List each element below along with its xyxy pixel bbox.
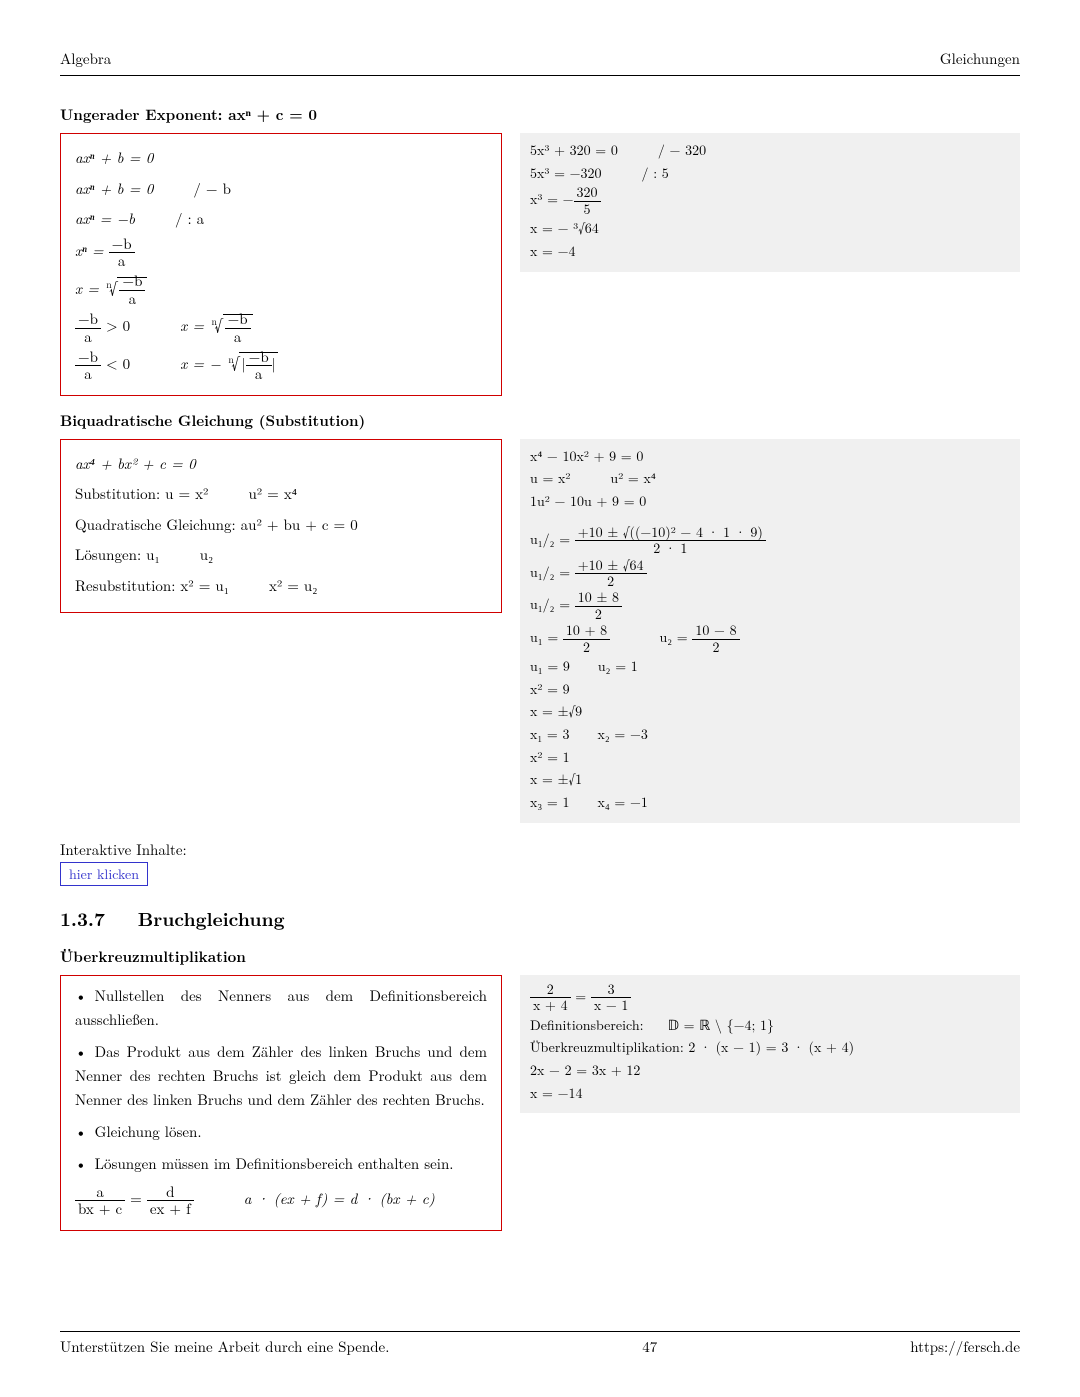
- text: < 0: [106, 353, 130, 374]
- text: x₄ = −1: [598, 792, 648, 812]
- text: u₁/₂ =: [530, 594, 570, 614]
- page-header: Algebra Gleichungen: [60, 48, 1020, 76]
- text: a · (ex + f) = d · (bx + c): [244, 1188, 435, 1209]
- interactive-block: Interaktive Inhalte: hier klicken: [60, 839, 1020, 886]
- page-footer: Unterstützen Sie meine Arbeit durch eine…: [60, 1331, 1020, 1357]
- text: x = −14: [530, 1083, 1010, 1105]
- text: ex + f: [147, 1201, 194, 1218]
- text: u₂ = 1: [598, 656, 638, 676]
- text: Substitution: u = x²: [75, 483, 208, 504]
- text: a: [75, 329, 101, 346]
- sec3-example: 2x + 4 = 3x − 1 Definitionsbereich:𝔻 = ℝ…: [520, 975, 1020, 1114]
- text: x² = 1: [530, 747, 1010, 769]
- text: 5: [574, 202, 601, 217]
- text: a: [109, 253, 135, 270]
- sec3-formula-box: Nullstellen des Nenners aus dem Definiti…: [60, 975, 502, 1231]
- text: 1u² − 10u + 9 = 0: [530, 491, 1010, 513]
- text: x⁴ − 10x² + 9 = 0: [530, 446, 1010, 468]
- text: x + 4: [530, 998, 571, 1013]
- text: a: [225, 329, 251, 346]
- footer-url[interactable]: https://fersch.de: [910, 1336, 1020, 1357]
- text: n: [211, 314, 216, 328]
- interactive-label: Interaktive Inhalte:: [60, 839, 1020, 860]
- text: axⁿ + b = 0: [75, 178, 153, 199]
- sec3-num: 1.3.7: [60, 904, 105, 932]
- text: Lösungen: u₁: [75, 544, 160, 565]
- text: xⁿ =: [75, 240, 104, 261]
- text: 2: [563, 640, 610, 655]
- text: Quadratische Gleichung: au² + bu + c = 0: [75, 511, 487, 540]
- text: Resubstitution: x² = u₁: [75, 575, 229, 596]
- text: x = −4: [530, 241, 1010, 263]
- sec1-formula-box: axⁿ + b = 0 axⁿ + b = 0 / − b axⁿ = −b / :…: [60, 133, 502, 396]
- text: x = −: [180, 353, 221, 374]
- text: / : a: [175, 208, 204, 229]
- bullet: Das Produkt aus dem Zähler des linken Br…: [75, 1040, 487, 1112]
- text: / : 5: [642, 163, 669, 183]
- interactive-link[interactable]: hier klicken: [60, 862, 148, 886]
- text: x = ±√9: [530, 701, 1010, 723]
- text: u₁ = 9: [530, 656, 570, 676]
- text: a: [119, 291, 145, 308]
- sec2-example: x⁴ − 10x² + 9 = 0 u = x² u² = x⁴ 1u² − 10…: [520, 439, 1020, 823]
- sec3-sub: Überkreuzmultiplikation: [60, 946, 1020, 967]
- footer-left[interactable]: Unterstützen Sie meine Arbeit durch eine…: [60, 1336, 389, 1357]
- text: u₁ =: [530, 627, 558, 647]
- sec2-title: Biquadratische Gleichung (Substitution): [60, 410, 1020, 431]
- text: axⁿ + b = 0: [75, 147, 153, 168]
- text: u² = x⁴: [248, 483, 297, 504]
- text: 𝔻 = ℝ \ {−4; 1}: [668, 1015, 775, 1035]
- text: u² = x⁴: [610, 468, 655, 488]
- sec1-title: Ungerader Exponent: axⁿ + c = 0: [60, 104, 1020, 125]
- text: u₁/₂ =: [530, 562, 570, 582]
- footer-page: 47: [642, 1336, 657, 1357]
- bullet: Nullstellen des Nenners aus dem Definiti…: [75, 984, 487, 1032]
- text: n: [228, 352, 233, 366]
- sec3-heading: 1.3.7 Bruchgleichung: [60, 904, 1020, 932]
- text: ax⁴ + bx² + c = 0: [75, 453, 196, 474]
- text: 5x³ = −320: [530, 163, 602, 183]
- text: x₂ = −3: [598, 724, 648, 744]
- text: 2x − 2 = 3x + 12: [530, 1060, 1010, 1082]
- text: u = x²: [530, 468, 570, 488]
- text: x₁ = 3: [530, 724, 570, 744]
- text: / − 320: [658, 140, 706, 160]
- text: bx + c: [75, 1201, 125, 1218]
- text: u₁/₂ =: [530, 529, 570, 549]
- text: Definitionsbereich:: [530, 1015, 644, 1035]
- text: axⁿ = −b: [75, 208, 135, 229]
- text: u₂: [200, 544, 214, 565]
- text: n: [106, 277, 111, 291]
- text: x = − ³√64: [530, 218, 1010, 240]
- text: Überkreuzmultiplikation: 2 · (x − 1) = 3…: [530, 1037, 1010, 1059]
- text: x − 1: [591, 998, 632, 1013]
- text: a: [75, 366, 101, 383]
- text: x² = u₂: [269, 575, 318, 596]
- sec3-title: Bruchgleichung: [138, 904, 285, 932]
- text: x = ±√1: [530, 769, 1010, 791]
- text: / − b: [193, 178, 231, 199]
- text: 5x³ + 320 = 0: [530, 140, 618, 160]
- bullet: Gleichung lösen.: [75, 1120, 487, 1144]
- text: 2: [692, 640, 739, 655]
- text: a: [246, 366, 272, 383]
- header-left: Algebra: [60, 48, 111, 69]
- text: x₃ = 1: [530, 792, 570, 812]
- sec1-example: 5x³ + 320 = 0 / − 320 5x³ = −320 / : 5 x³ …: [520, 133, 1020, 272]
- text: x² = 9: [530, 679, 1010, 701]
- text: x =: [75, 278, 99, 299]
- text: u₂ =: [659, 627, 687, 647]
- sec2-formula-box: ax⁴ + bx² + c = 0 Substitution: u = x² u²…: [60, 439, 502, 614]
- text: x =: [180, 315, 204, 336]
- header-right: Gleichungen: [940, 48, 1020, 69]
- text: > 0: [106, 315, 130, 336]
- bullet: Lösungen müssen im Definitionsbereich en…: [75, 1152, 487, 1176]
- text: x³ = −: [530, 189, 574, 209]
